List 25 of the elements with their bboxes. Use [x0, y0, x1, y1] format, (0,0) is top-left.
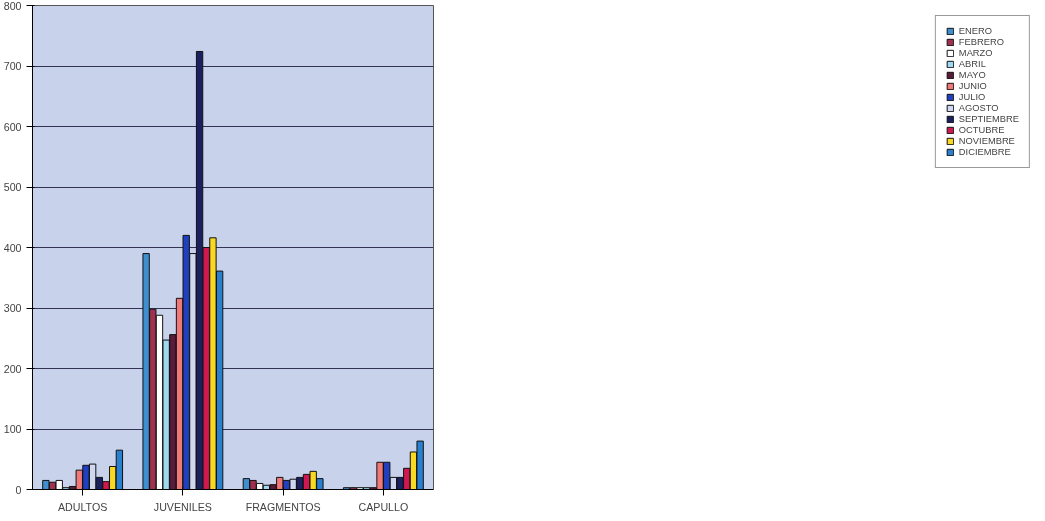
y-tick-label: 100 — [3, 423, 22, 435]
legend-label: DICIEMBRE — [958, 147, 1011, 157]
legend-label: JUNIO — [958, 81, 987, 91]
x-tick-label: CAPULLO — [358, 500, 409, 513]
legend-label: ENERO — [958, 26, 993, 36]
y-tick-label: 600 — [3, 120, 22, 133]
y-tick-label: 800 — [3, 0, 22, 12]
y-tick-label: 500 — [3, 181, 22, 193]
legend-label: MAYO — [958, 70, 986, 80]
x-tick-label: ADULTOS — [57, 500, 108, 513]
legend-label: MARZO — [958, 48, 993, 58]
legend-label: AGOSTO — [958, 103, 999, 113]
legend-label: NOVIEMBRE — [958, 136, 1015, 146]
legend-label: ABRIL — [958, 59, 986, 69]
y-tick-label: 700 — [3, 60, 22, 72]
legend-label: FEBRERO — [958, 37, 1004, 47]
y-tick-label: 0 — [15, 483, 22, 496]
legend-label: JULIO — [958, 92, 986, 102]
x-tick-label: JUVENILES — [153, 500, 212, 513]
y-tick-label: 200 — [3, 362, 22, 375]
y-tick-label: 300 — [3, 302, 22, 314]
x-tick-label: FRAGMENTOS — [245, 500, 321, 513]
y-tick-label: 400 — [3, 241, 22, 254]
legend-label: SEPTIEMBRE — [958, 114, 1019, 124]
legend-label: OCTUBRE — [958, 125, 1005, 135]
